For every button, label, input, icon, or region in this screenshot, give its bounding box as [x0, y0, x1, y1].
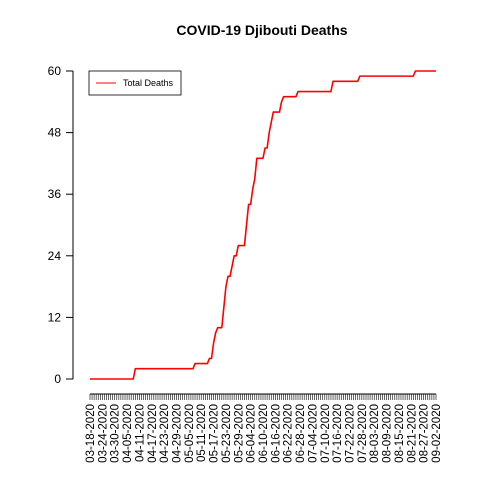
x-tick-label: 08-21-2020 [406, 404, 418, 463]
x-tick-label: 05-29-2020 [233, 404, 245, 463]
x-tick-label: 03-24-2020 [97, 404, 109, 463]
x-tick-label: 04-29-2020 [172, 404, 184, 463]
x-tick-label: 07-04-2020 [307, 404, 319, 463]
x-tick-label: 03-30-2020 [110, 404, 122, 463]
x-tick-label: 03-18-2020 [85, 404, 97, 463]
x-tick-label: 07-22-2020 [345, 404, 357, 463]
x-tick-label: 06-16-2020 [270, 404, 282, 463]
x-axis: 03-18-2020 03-24-2020 03-30-2020 04-05-2020… [85, 393, 443, 463]
x-tick-label: 06-10-2020 [258, 404, 270, 463]
legend: Total Deaths [88, 70, 182, 96]
y-tick-label: 36 [48, 187, 62, 201]
x-tick-label: 07-10-2020 [320, 404, 332, 463]
x-tick-label: 07-16-2020 [332, 404, 344, 463]
y-tick-label: 48 [48, 126, 62, 140]
x-tick-label: 06-28-2020 [295, 404, 307, 463]
x-tick-label: 04-11-2020 [134, 404, 146, 462]
chart-title: COVID-19 Djibouti Deaths [176, 22, 347, 38]
x-tick-label: 04-23-2020 [159, 404, 171, 463]
x-tick-label: 05-17-2020 [209, 404, 221, 463]
series-line-total-deaths [90, 70, 436, 380]
x-tick-label: 07-28-2020 [357, 404, 369, 463]
x-tick-label: 08-09-2020 [382, 404, 394, 463]
x-tick-label: 08-15-2020 [394, 404, 406, 463]
x-tick-label: 08-27-2020 [419, 404, 431, 463]
x-tick-label: 05-11-2020 [196, 404, 208, 462]
y-tick-label: 60 [48, 64, 62, 78]
x-tick-label: 05-05-2020 [184, 404, 196, 463]
x-tick-label: 09-02-2020 [431, 404, 443, 463]
x-tick-label: 06-04-2020 [246, 404, 258, 463]
x-tick-label: 05-23-2020 [221, 404, 233, 463]
y-axis: 0 12 24 36 48 60 [48, 64, 74, 386]
x-tick-label: 04-17-2020 [147, 404, 159, 463]
y-tick-label: 12 [48, 310, 62, 324]
legend-label: Total Deaths [123, 78, 174, 88]
series-layer [90, 70, 436, 380]
y-tick-label: 24 [48, 249, 62, 263]
x-tick-label: 06-22-2020 [283, 404, 295, 463]
y-tick-label: 0 [54, 372, 61, 386]
x-tick-label: 04-05-2020 [122, 404, 134, 463]
x-tick-label: 08-03-2020 [369, 404, 381, 463]
